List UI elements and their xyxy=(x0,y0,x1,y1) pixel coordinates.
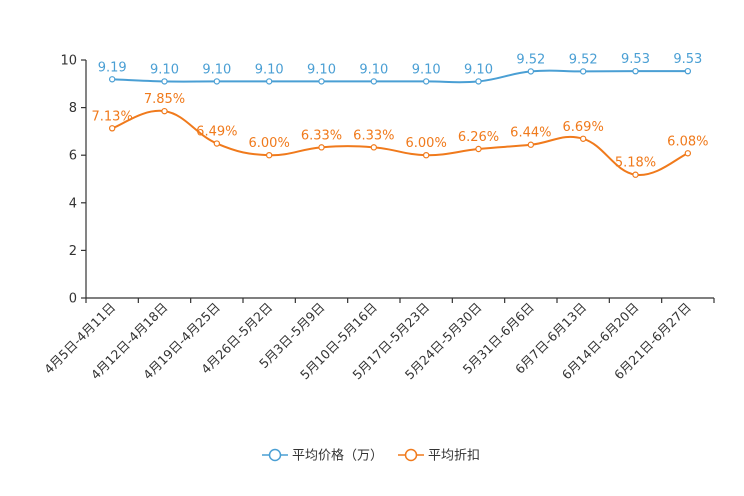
data-label: 6.33% xyxy=(301,128,342,143)
y-tick-label: 10 xyxy=(60,54,77,69)
data-label: 9.10 xyxy=(255,62,284,77)
data-point[interactable] xyxy=(318,78,325,85)
data-label: 6.00% xyxy=(249,136,290,151)
data-label: 6.00% xyxy=(406,136,447,151)
data-label: 9.10 xyxy=(307,62,336,77)
data-labels: 9.19 9.10 9.10 9.10 9.10 9.10 9.10 9.10 9.52 9.52… xyxy=(92,52,709,171)
data-point[interactable] xyxy=(213,78,221,85)
data-label: 6.69% xyxy=(563,120,604,135)
data-label: 9.10 xyxy=(464,62,493,77)
data-label: 7.13% xyxy=(92,109,133,124)
data-point[interactable] xyxy=(579,68,587,75)
legend-label[interactable]: 平均价格（万） xyxy=(292,448,383,464)
data-point[interactable] xyxy=(108,125,116,132)
legend-marker xyxy=(404,448,418,462)
data-point[interactable] xyxy=(684,67,692,75)
data-label: 9.53 xyxy=(673,52,702,67)
data-point[interactable] xyxy=(265,151,273,159)
data-point[interactable] xyxy=(632,171,639,178)
data-label: 9.10 xyxy=(150,62,179,77)
legend-label[interactable]: 平均折扣 xyxy=(428,449,480,464)
legend-marker xyxy=(268,448,282,462)
y-tick-label: 8 xyxy=(69,101,77,116)
axes: 0 2 4 6 8 10 4月5日-4月11日4月12日-4月18日4月19日-4月25日… xyxy=(41,54,715,382)
data-label: 6.08% xyxy=(667,134,708,149)
data-label: 9.19 xyxy=(98,60,127,75)
data-point[interactable] xyxy=(161,107,168,115)
data-point[interactable] xyxy=(265,78,273,85)
y-tick-label: 0 xyxy=(69,292,77,307)
data-point[interactable] xyxy=(422,151,430,159)
data-label: 9.10 xyxy=(202,62,231,77)
data-label: 9.10 xyxy=(359,62,388,77)
data-point[interactable] xyxy=(370,78,378,85)
data-label: 6.49% xyxy=(196,125,237,140)
data-point[interactable] xyxy=(527,141,535,148)
x-ticks: 4月5日-4月11日4月12日-4月18日4月19日-4月25日4月26日-5月… xyxy=(41,298,715,382)
data-point[interactable] xyxy=(161,78,168,85)
data-label: 6.33% xyxy=(353,128,394,143)
series-layer xyxy=(108,67,692,178)
data-label: 9.53 xyxy=(621,52,650,67)
data-label: 6.44% xyxy=(510,126,551,141)
data-label: 5.18% xyxy=(615,156,656,171)
data-label: 9.52 xyxy=(569,52,598,67)
data-label: 9.52 xyxy=(516,52,545,67)
data-point[interactable] xyxy=(318,144,325,151)
data-point[interactable] xyxy=(475,145,482,153)
data-point[interactable] xyxy=(475,78,482,85)
data-label: 7.85% xyxy=(144,92,185,107)
data-point[interactable] xyxy=(684,150,692,157)
y-tick-label: 4 xyxy=(69,196,77,211)
series-line-1 xyxy=(111,109,689,176)
data-point[interactable] xyxy=(422,78,430,85)
data-point[interactable] xyxy=(108,76,116,83)
data-point[interactable] xyxy=(579,135,587,142)
data-label: 9.10 xyxy=(412,62,441,77)
data-point[interactable] xyxy=(632,67,639,75)
y-tick-label: 6 xyxy=(69,149,77,164)
data-point[interactable] xyxy=(370,144,378,151)
data-label: 6.26% xyxy=(458,130,499,145)
y-ticks: 0 2 4 6 8 10 xyxy=(60,54,86,307)
data-point[interactable] xyxy=(527,68,535,75)
legend: 平均价格（万） 平均折扣 xyxy=(262,448,480,464)
y-tick-label: 2 xyxy=(69,244,77,259)
series-line-0 xyxy=(112,69,688,84)
data-point[interactable] xyxy=(213,140,221,147)
